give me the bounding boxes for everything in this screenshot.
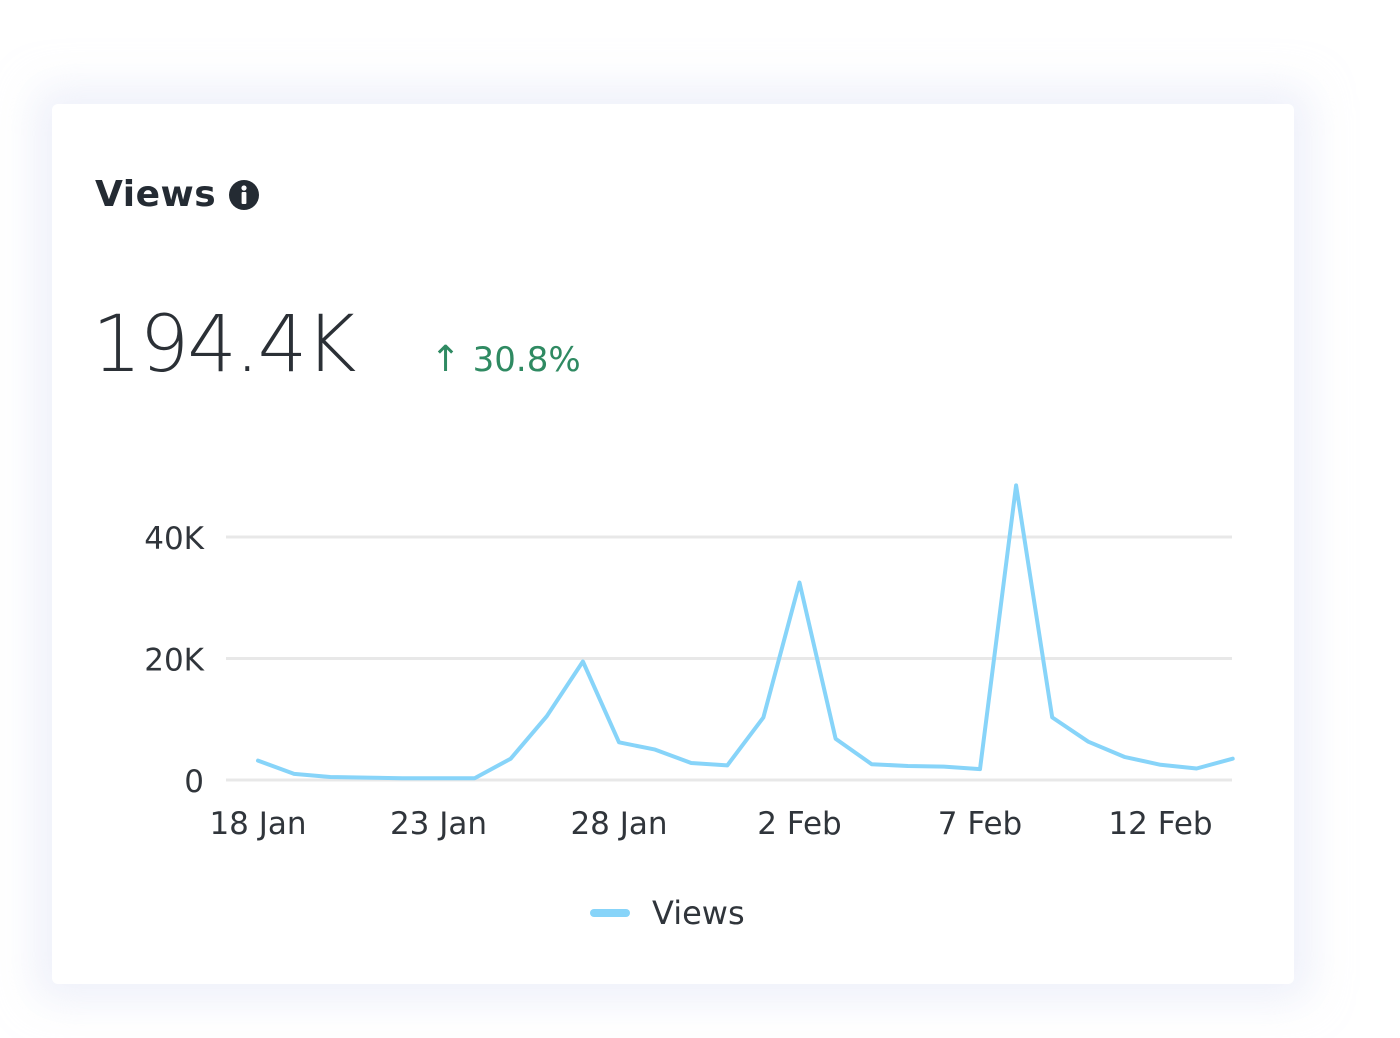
info-icon[interactable] bbox=[228, 179, 260, 211]
metric-value: 194.4K bbox=[92, 300, 356, 390]
legend-label: Views bbox=[652, 894, 745, 932]
y-tick-label: 0 bbox=[184, 764, 204, 800]
change-indicator: ↑ 30.8% bbox=[430, 339, 580, 380]
x-tick-label: 12 Feb bbox=[1108, 806, 1212, 842]
chart-legend[interactable]: Views bbox=[590, 894, 745, 932]
y-tick-label: 40K bbox=[144, 521, 204, 557]
metric-row: 194.4K ↑ 30.8% bbox=[92, 300, 581, 390]
legend-swatch bbox=[590, 909, 630, 917]
x-tick-label: 28 Jan bbox=[570, 806, 667, 842]
change-value: 30.8% bbox=[472, 340, 581, 380]
x-tick-label: 7 Feb bbox=[938, 806, 1022, 842]
views-line-chart: 0 20K 40K 18 Jan 23 Jan 28 Jan 2 Feb 7 Feb 12 Fe… bbox=[144, 483, 1235, 842]
y-tick-label: 20K bbox=[144, 643, 204, 679]
views-card: Views 194.4K ↑ 30.8% 0 20K 40K 18 Jan 23 Jan… bbox=[52, 104, 1294, 984]
card-header: Views bbox=[95, 174, 260, 215]
x-tick-label: 18 Jan bbox=[209, 806, 306, 842]
arrow-up-icon: ↑ bbox=[430, 339, 461, 380]
x-tick-label: 23 Jan bbox=[390, 806, 487, 842]
series-line-views bbox=[256, 483, 1235, 781]
x-tick-label: 2 Feb bbox=[757, 806, 841, 842]
card-title: Views bbox=[95, 174, 217, 215]
